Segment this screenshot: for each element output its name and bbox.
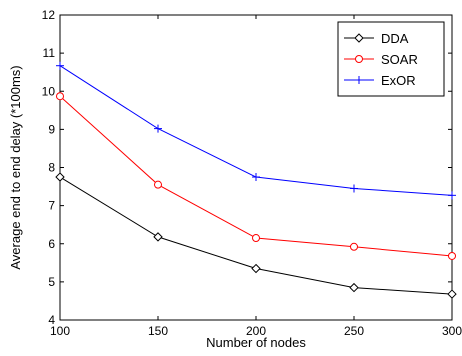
x-tick-label: 100 xyxy=(50,324,70,338)
legend-marker-exor xyxy=(355,76,363,84)
series-exor xyxy=(56,61,456,200)
y-tick-label: 6 xyxy=(48,237,55,251)
x-tick-label: 200 xyxy=(246,324,266,338)
y-tick-label: 9 xyxy=(48,122,55,136)
x-tick-label: 150 xyxy=(148,324,168,338)
axis-ticks: 100 150 200 250 300 4 5 6 7 8 9 10 11 12 xyxy=(42,8,462,338)
data-point-dda xyxy=(447,289,457,299)
x-tick-label: 250 xyxy=(344,324,364,338)
series-dda xyxy=(55,172,457,299)
data-point-soar xyxy=(56,92,64,101)
data-point-soar xyxy=(154,180,162,189)
series-layer xyxy=(55,61,457,299)
data-point-soar xyxy=(252,234,260,243)
y-tick-label: 11 xyxy=(43,46,56,60)
y-tick-label: 5 xyxy=(48,275,55,289)
x-axis-title: Number of nodes xyxy=(206,335,306,350)
y-tick-label: 7 xyxy=(48,199,55,213)
data-point-exor xyxy=(252,173,260,182)
y-tick-label: 4 xyxy=(48,313,55,327)
y-axis-title: Average end to end delay (*100ms) xyxy=(8,65,23,269)
data-point-exor xyxy=(448,191,456,200)
data-point-exor xyxy=(154,124,162,133)
data-point-dda xyxy=(251,263,261,274)
y-tick-label: 12 xyxy=(42,8,56,22)
data-point-exor xyxy=(56,61,64,70)
legend-item-dda: DDA xyxy=(344,31,409,46)
y-tick-label: 10 xyxy=(42,84,56,98)
y-tick-label: 8 xyxy=(48,161,55,175)
data-point-soar xyxy=(448,251,456,260)
data-point-dda xyxy=(349,282,359,293)
series-soar xyxy=(56,92,456,260)
legend-label-exor: ExOR xyxy=(381,73,416,88)
legend-marker-dda xyxy=(354,33,364,43)
legend-marker-soar xyxy=(355,55,363,63)
legend-item-soar: SOAR xyxy=(344,52,418,67)
legend-item-exor: ExOR xyxy=(344,73,416,88)
legend-label-soar: SOAR xyxy=(381,52,418,67)
data-point-dda xyxy=(153,232,163,242)
legend-label-dda: DDA xyxy=(381,31,409,46)
data-point-dda xyxy=(55,172,65,182)
x-tick-label: 300 xyxy=(442,324,462,338)
data-point-exor xyxy=(350,184,358,193)
legend: DDA SOAR ExOR xyxy=(337,21,445,97)
data-point-soar xyxy=(350,242,358,251)
